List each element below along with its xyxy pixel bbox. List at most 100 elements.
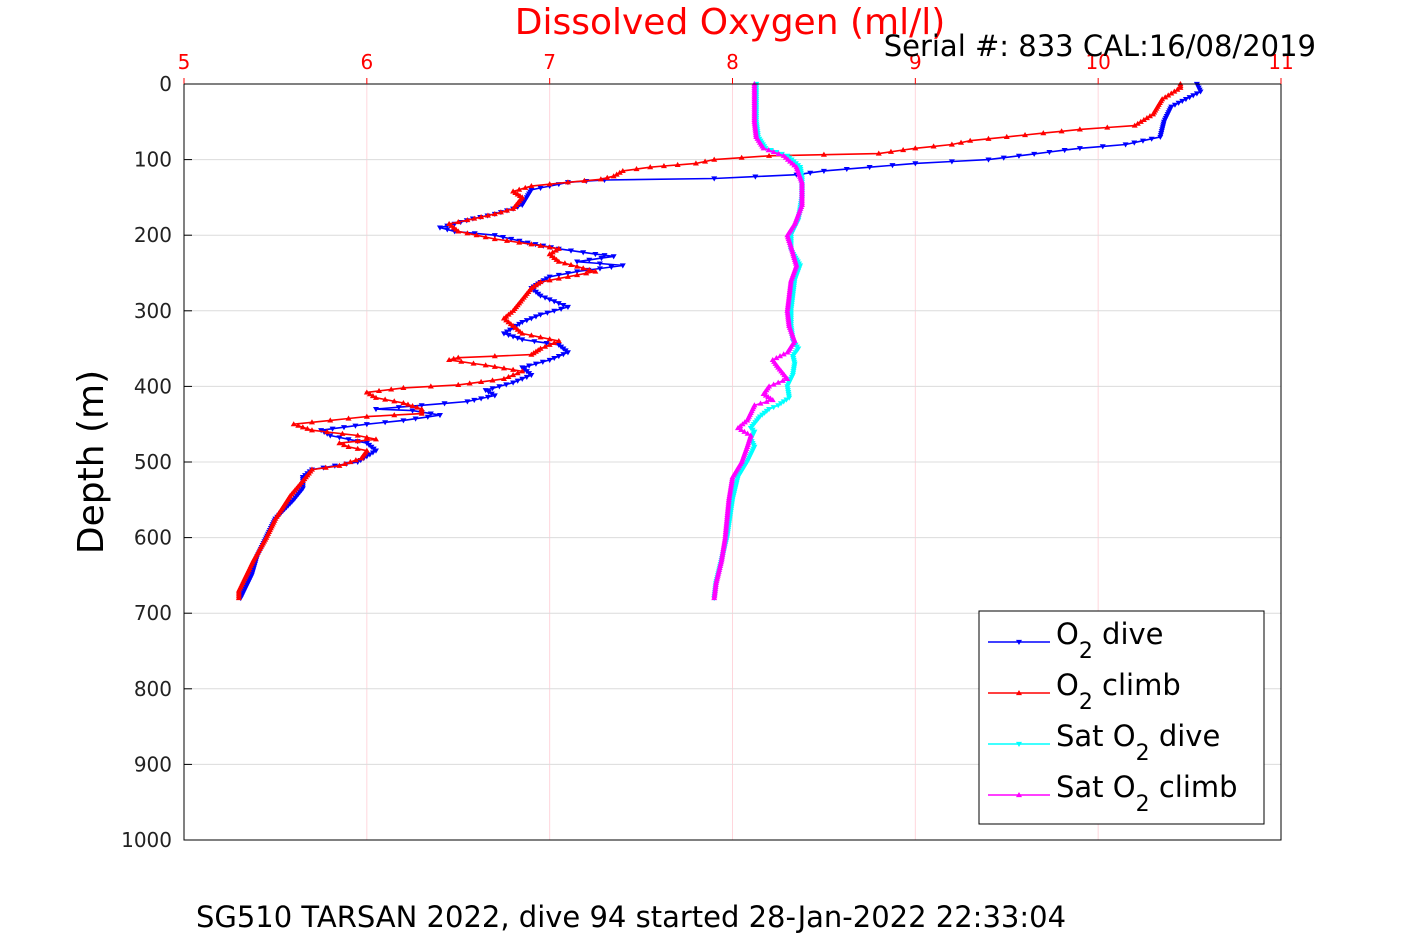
data-point-o2_dive bbox=[555, 354, 562, 360]
data-point-o2_dive bbox=[510, 380, 517, 386]
data-point-sat_climb bbox=[734, 424, 741, 431]
data-point-o2_climb bbox=[610, 173, 617, 179]
data-point-o2_climb bbox=[1076, 126, 1083, 132]
data-point-sat_climb bbox=[775, 379, 782, 385]
data-point-o2_dive bbox=[528, 316, 535, 322]
data-point-o2_dive bbox=[711, 176, 718, 182]
data-point-o2_climb bbox=[580, 265, 587, 271]
data-point-o2_climb bbox=[308, 419, 315, 425]
legend-item: Sat O2 climb bbox=[988, 770, 1238, 817]
y-tick-label: 500 bbox=[134, 450, 172, 474]
data-point-o2_dive bbox=[580, 250, 587, 256]
data-point-o2_dive bbox=[329, 426, 336, 432]
data-point-o2_climb bbox=[500, 375, 507, 381]
data-point-o2_dive bbox=[400, 418, 407, 424]
legend-label: Sat O2 dive bbox=[1056, 719, 1220, 766]
data-point-o2_dive bbox=[546, 357, 553, 363]
data-point-sat_climb bbox=[769, 397, 776, 403]
data-point-sat_climb bbox=[763, 398, 770, 404]
data-point-o2_climb bbox=[400, 384, 407, 391]
data-point-o2_dive bbox=[504, 329, 511, 335]
chart-subtitle: Serial #: 833 CAL:16/08/2019 bbox=[884, 29, 1316, 63]
data-point-o2_dive bbox=[542, 295, 549, 301]
data-point-o2_dive bbox=[1182, 97, 1189, 103]
data-point-o2_climb bbox=[478, 378, 485, 384]
data-point-o2_climb bbox=[766, 152, 773, 158]
data-point-o2_dive bbox=[889, 163, 896, 169]
data-point-o2_climb bbox=[1150, 111, 1157, 117]
data-point-o2_climb bbox=[912, 145, 919, 151]
data-point-o2_climb bbox=[875, 150, 882, 156]
data-point-o2_climb bbox=[592, 268, 599, 274]
data-point-o2_climb bbox=[1165, 92, 1172, 98]
data-point-o2_dive bbox=[555, 272, 562, 279]
data-point-o2_dive bbox=[510, 334, 517, 340]
data-point-sat_climb bbox=[784, 375, 791, 381]
data-point-o2_climb bbox=[555, 338, 562, 344]
data-point-o2_dive bbox=[610, 254, 617, 260]
y-tick-label: 200 bbox=[134, 223, 172, 247]
data-point-o2_climb bbox=[505, 373, 512, 380]
data-point-o2_dive bbox=[1076, 146, 1083, 152]
legend-box bbox=[978, 610, 1265, 825]
legend-item: O2 climb bbox=[988, 668, 1181, 715]
data-point-sat_climb bbox=[779, 377, 786, 383]
y-tick-label: 800 bbox=[134, 677, 172, 701]
data-point-o2_climb bbox=[820, 151, 827, 157]
data-point-o2_dive bbox=[1046, 149, 1053, 156]
data-point-o2_climb bbox=[363, 434, 370, 440]
data-point-o2_climb bbox=[324, 429, 331, 435]
data-point-o2_climb bbox=[574, 263, 581, 269]
data-point-sat_dive bbox=[783, 397, 790, 403]
data-point-o2_dive bbox=[551, 299, 558, 305]
data-point-o2_climb bbox=[491, 235, 498, 242]
data-point-o2_climb bbox=[455, 218, 462, 225]
data-point-o2_climb bbox=[354, 438, 361, 444]
data-point-o2_dive bbox=[519, 337, 526, 343]
data-point-sat_climb bbox=[770, 149, 777, 155]
data-point-o2_climb bbox=[299, 424, 306, 430]
legend-item: Sat O2 dive bbox=[988, 719, 1220, 766]
data-point-o2_climb bbox=[478, 214, 485, 220]
data-point-o2_climb bbox=[564, 273, 571, 279]
data-point-o2_dive bbox=[1122, 142, 1129, 148]
data-point-o2_dive bbox=[514, 335, 521, 342]
data-point-o2_climb bbox=[1140, 116, 1147, 123]
data-point-o2_dive bbox=[523, 374, 530, 380]
data-point-o2_climb bbox=[528, 241, 535, 247]
data-point-o2_dive bbox=[985, 157, 992, 163]
data-point-o2_dive bbox=[412, 416, 419, 422]
data-point-o2_climb bbox=[887, 148, 894, 154]
data-point-o2_dive bbox=[1186, 95, 1193, 101]
data-point-o2_climb bbox=[546, 244, 553, 250]
legend-label: O2 climb bbox=[1056, 668, 1181, 715]
data-point-o2_climb bbox=[354, 445, 361, 451]
data-point-o2_climb bbox=[1168, 90, 1175, 96]
data-point-o2_climb bbox=[347, 459, 354, 465]
data-point-o2_dive bbox=[555, 301, 562, 307]
data-point-sat_climb bbox=[765, 147, 772, 153]
data-point-o2_dive bbox=[482, 388, 489, 394]
data-point-o2_climb bbox=[504, 237, 511, 243]
data-point-o2_climb bbox=[738, 154, 745, 160]
y-tick-label: 400 bbox=[134, 374, 172, 398]
data-point-o2_dive bbox=[546, 274, 553, 280]
data-point-o2_climb bbox=[528, 332, 535, 338]
data-point-o2_climb bbox=[340, 441, 347, 448]
series-sat_climb bbox=[711, 81, 805, 601]
data-point-o2_dive bbox=[558, 306, 565, 312]
data-point-o2_climb bbox=[473, 232, 480, 238]
data-point-o2_climb bbox=[1022, 132, 1029, 138]
data-point-o2_dive bbox=[491, 233, 498, 239]
data-point-o2_dive bbox=[532, 314, 539, 320]
data-point-o2_climb bbox=[372, 394, 379, 400]
data-point-o2_climb bbox=[455, 381, 462, 387]
data-point-o2_climb bbox=[504, 207, 511, 213]
data-point-o2_climb bbox=[366, 391, 373, 397]
data-point-o2_climb bbox=[336, 462, 343, 468]
data-point-o2_dive bbox=[560, 352, 567, 358]
data-point-o2_climb bbox=[400, 400, 407, 406]
data-point-o2_dive bbox=[564, 350, 571, 356]
data-point-o2_dive bbox=[543, 276, 550, 282]
data-point-o2_climb bbox=[446, 356, 453, 363]
